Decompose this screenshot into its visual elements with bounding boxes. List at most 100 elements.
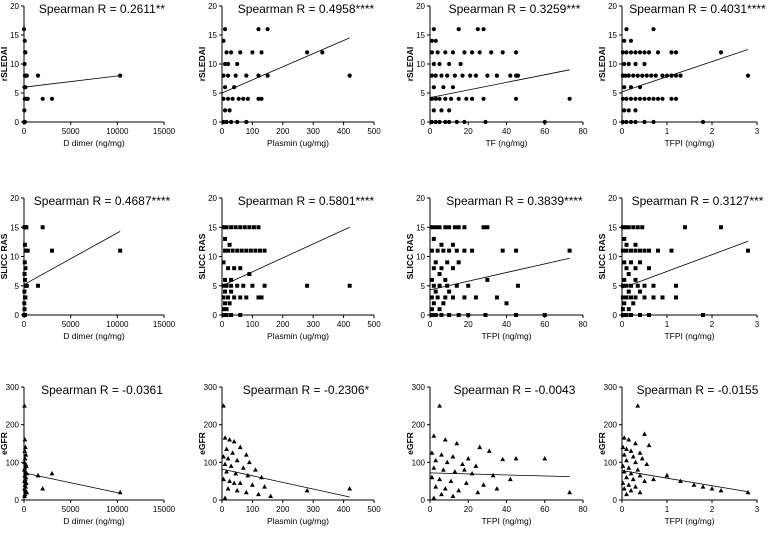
- x-axis-label: TF (ng/mg): [485, 138, 527, 148]
- x-tick-label: 15000: [153, 127, 176, 136]
- data-point: [50, 248, 54, 253]
- data-point: [639, 455, 645, 461]
- data-point: [660, 73, 665, 78]
- data-point: [513, 96, 519, 101]
- data-point: [633, 50, 638, 55]
- data-point: [21, 27, 27, 32]
- data-point: [429, 474, 435, 480]
- data-point: [746, 248, 750, 253]
- chart-title: Spearman R = -0.2306*: [243, 383, 370, 397]
- data-point: [40, 486, 46, 491]
- data-point: [470, 248, 475, 253]
- data-point: [222, 27, 228, 32]
- data-point: [626, 289, 631, 294]
- data-point: [624, 491, 629, 497]
- y-tick-label: 15: [10, 31, 19, 40]
- data-point: [456, 313, 461, 317]
- data-point: [637, 450, 643, 455]
- data-point: [221, 38, 226, 43]
- x-tick-label: 20: [464, 505, 473, 514]
- data-point: [647, 266, 651, 271]
- scatter-panel-12: 0 100 200 300 0 1 2 3 Spearman R = -0.0155 TFPI (…: [597, 383, 760, 526]
- x-tick-label: 0: [22, 127, 27, 136]
- data-point: [443, 277, 448, 282]
- data-point: [500, 50, 505, 55]
- data-point: [633, 108, 638, 113]
- data-point: [236, 96, 241, 101]
- data-point: [475, 27, 480, 32]
- data-point: [622, 85, 627, 90]
- data-point: [238, 266, 243, 271]
- x-tick-label: 0: [220, 127, 225, 136]
- data-point: [235, 283, 240, 288]
- y-axis-label: eGFR: [0, 432, 9, 455]
- data-point: [247, 225, 252, 230]
- data-point: [447, 61, 452, 67]
- data-point: [40, 225, 45, 230]
- data-point: [642, 61, 647, 67]
- data-point: [224, 119, 229, 125]
- chart-title: Spearman R = 0.4687****: [34, 194, 171, 208]
- chart-title: Spearman R = 0.5801****: [238, 194, 375, 208]
- data-point: [221, 454, 226, 459]
- data-point: [620, 295, 625, 300]
- data-point: [515, 73, 521, 78]
- data-point: [485, 277, 490, 282]
- data-point: [22, 491, 28, 497]
- data-point: [485, 225, 490, 230]
- data-point: [644, 73, 649, 78]
- data-point: [624, 96, 629, 101]
- data-point: [646, 96, 652, 101]
- y-tick-label: 0: [421, 496, 426, 505]
- x-tick-label: 10000: [106, 505, 129, 514]
- regression-line: [221, 468, 350, 498]
- x-tick-label: 60: [540, 320, 549, 329]
- y-axis-label: rSLEDAI: [197, 47, 207, 81]
- data-point: [239, 248, 244, 253]
- data-point: [622, 260, 627, 265]
- data-point: [656, 248, 660, 253]
- data-point: [429, 450, 435, 455]
- data-point: [628, 487, 634, 493]
- data-point: [433, 96, 438, 101]
- regression-line: [23, 230, 121, 285]
- data-point: [651, 119, 656, 125]
- data-point: [642, 295, 647, 300]
- data-point: [262, 283, 267, 288]
- data-point: [250, 482, 255, 487]
- data-point: [238, 50, 243, 55]
- data-point: [244, 119, 249, 125]
- data-point: [237, 480, 243, 485]
- data-point: [226, 295, 231, 300]
- y-tick-label: 20: [416, 194, 425, 203]
- y-axis-label: SLICC RAS: [597, 233, 607, 279]
- data-point: [500, 456, 506, 462]
- data-point: [231, 439, 237, 444]
- scatter-panel-4: 0 5 10 15 20 0 1 2 3 Spearman R = 0.4031**** TFPI …: [597, 2, 766, 148]
- data-point: [626, 61, 631, 67]
- data-point: [258, 248, 262, 253]
- data-point: [633, 248, 638, 253]
- x-tick-label: 400: [337, 320, 351, 329]
- data-point: [443, 119, 448, 125]
- data-point: [483, 119, 488, 125]
- x-tick-label: 40: [502, 320, 511, 329]
- data-point: [320, 50, 325, 55]
- x-tick-label: 0: [22, 320, 27, 329]
- data-point: [24, 225, 29, 230]
- x-tick-label: 5000: [62, 320, 80, 329]
- data-point: [265, 73, 270, 78]
- data-point: [514, 313, 519, 317]
- data-point: [223, 248, 228, 253]
- data-point: [462, 248, 467, 253]
- data-point: [626, 307, 631, 312]
- y-tick-label: 0: [421, 311, 426, 320]
- data-point: [450, 454, 456, 459]
- y-tick-label: 0: [213, 311, 218, 320]
- y-tick-label: 5: [213, 89, 218, 98]
- data-point: [447, 248, 452, 253]
- y-tick-label: 0: [613, 118, 618, 127]
- data-point: [447, 225, 452, 230]
- x-tick-label: 40: [502, 505, 511, 514]
- data-point: [626, 437, 632, 442]
